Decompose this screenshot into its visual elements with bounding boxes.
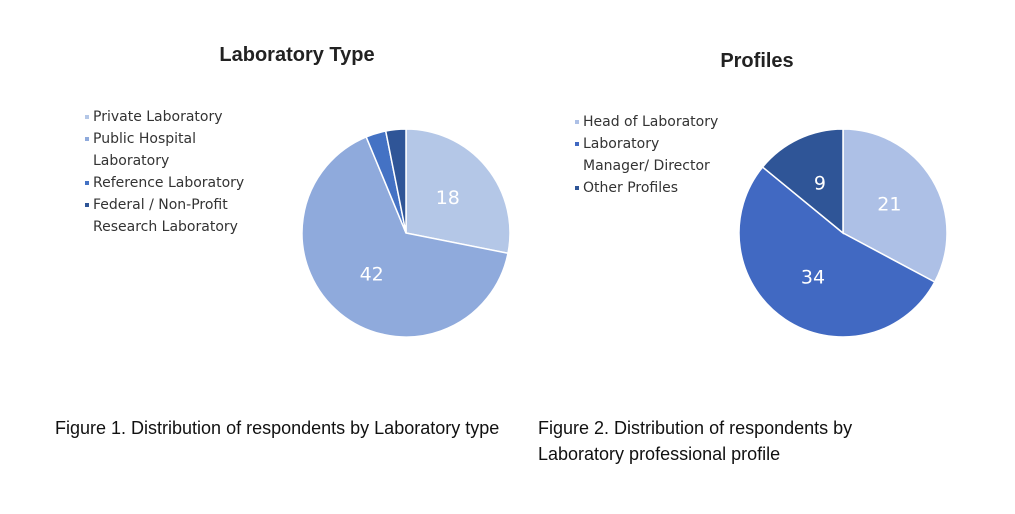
- legend-item: Reference Laboratory: [85, 172, 260, 194]
- legend-label: Private Laboratory: [93, 109, 223, 125]
- legend-label: Head of Laboratory: [583, 114, 719, 130]
- legend-label: Reference Laboratory: [93, 175, 245, 191]
- legend-item: Other Profiles: [575, 177, 725, 199]
- pie-slice: [384, 128, 407, 234]
- legend-item: Head of Laboratory: [575, 111, 725, 133]
- pie-slice: [761, 128, 844, 235]
- legend-label: Public Hospital Laboratory: [93, 131, 197, 169]
- data-label: 21: [877, 194, 901, 216]
- data-label: 34: [801, 266, 825, 288]
- legend-swatch: [575, 142, 579, 146]
- legend-swatch: [575, 186, 579, 190]
- legend-swatch: [575, 120, 579, 124]
- caption: Figure 1. Distribution of respondents by…: [55, 418, 500, 438]
- legend: Head of Laboratory Laboratory Manager/ Di…: [575, 111, 725, 199]
- legend-swatch: [85, 181, 89, 185]
- data-label: 9: [814, 173, 826, 195]
- legend-label: Other Profiles: [583, 180, 679, 196]
- pie-slice: [738, 165, 936, 338]
- pie-slice: [301, 135, 509, 338]
- legend-swatch: [85, 137, 89, 141]
- legend-item: Federal / Non-Profit Research Laboratory: [85, 194, 260, 238]
- legend-swatch: [85, 115, 89, 119]
- data-label: 42: [360, 263, 384, 285]
- legend-swatch: [85, 203, 89, 207]
- chart-title: Profiles: [720, 50, 793, 72]
- legend-item: Public Hospital Laboratory: [85, 128, 260, 172]
- legend-item: Private Laboratory: [85, 106, 260, 128]
- legend: Private Laboratory Public Hospital Labora…: [85, 106, 260, 238]
- pie-slice: [405, 128, 511, 255]
- data-label: 18: [436, 187, 460, 209]
- legend-label: Laboratory Manager/ Director: [583, 136, 710, 174]
- legend-item: Laboratory Manager/ Director: [575, 133, 725, 177]
- chart-title: Laboratory Type: [219, 44, 374, 66]
- caption: Figure 2. Distribution of respondents by…: [538, 418, 853, 464]
- legend-label: Federal / Non-Profit Research Laboratory: [93, 197, 238, 235]
- pie-slice: [842, 128, 948, 284]
